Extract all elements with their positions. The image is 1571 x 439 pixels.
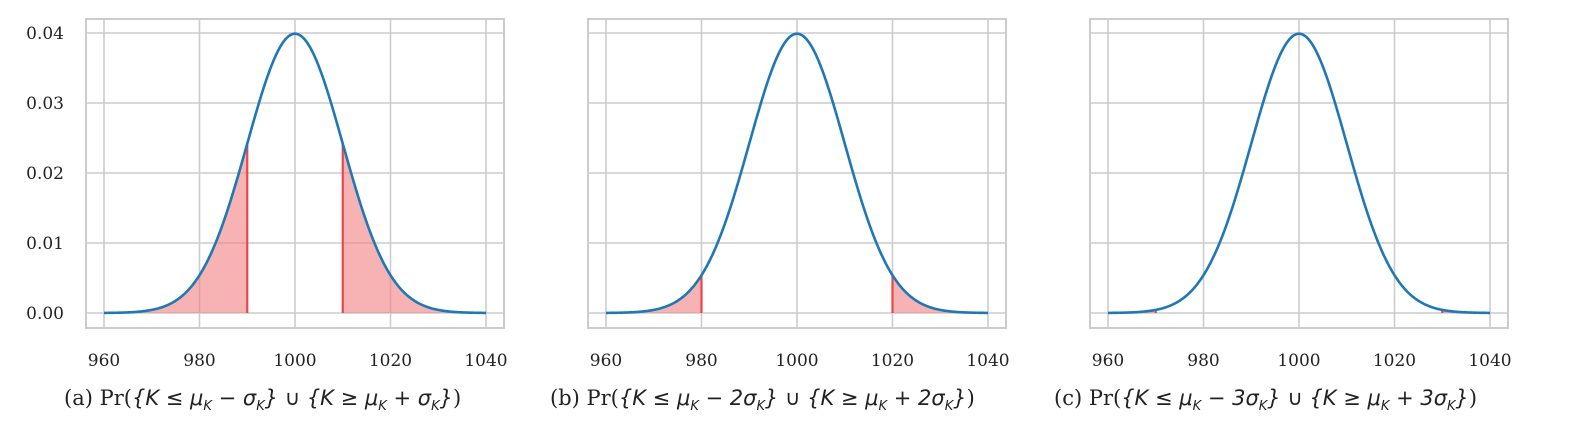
chart-panel-2: 960 980 1000 1020 1040 [587, 18, 1010, 371]
plot-frame [85, 18, 505, 329]
caption-b: (b) Pr({K ≤ μK − 2σK} ∪ {K ≥ μK + 2σK}) [550, 386, 975, 414]
y-tick-label: 0.01 [26, 234, 64, 254]
lower-tail-area [104, 143, 248, 313]
density-curve [1107, 32, 1491, 315]
x-tick-label: 1000 [1277, 351, 1320, 371]
x-tick-label: 1040 [464, 351, 507, 371]
x-tick-label: 960 [590, 351, 622, 371]
x-tick-label: 1000 [273, 351, 316, 371]
caption-suffix: ) [1468, 386, 1478, 410]
x-tick-label: 980 [183, 351, 215, 371]
caption-prefix: (c) Pr( [1054, 386, 1122, 410]
chart-panel-3: 960 980 1000 1020 1040 [1089, 18, 1512, 371]
x-tick-label: 980 [1187, 351, 1219, 371]
y-tick-label: 0.02 [26, 164, 64, 184]
density-curve [605, 32, 989, 315]
caption-math: {K ≤ μK − 3σK} ∪ {K ≥ μK + 3σK} [1121, 386, 1469, 415]
plot-frame [1089, 18, 1509, 329]
chart-panel-1: 960 980 1000 1020 1040 0.00 0.01 0.02 0.03 0.04 [26, 18, 508, 371]
caption-math: {K ≤ μK − 2σK} ∪ {K ≥ μK + 2σK} [618, 386, 967, 415]
x-tick-label: 1040 [1468, 351, 1511, 371]
caption-a: (a) Pr({K ≤ μK − σK} ∪ {K ≥ μK + σK}) [64, 386, 461, 414]
y-tick-label: 0.00 [26, 304, 64, 324]
lower-tail-area [606, 275, 702, 313]
x-tick-label: 1020 [871, 351, 914, 371]
density-curve [103, 32, 487, 315]
x-tick-label: 980 [685, 351, 717, 371]
upper-tail-area [342, 143, 486, 313]
x-tick-label: 1040 [966, 351, 1009, 371]
caption-suffix: ) [452, 386, 462, 410]
caption-prefix: (a) Pr( [64, 386, 132, 410]
x-tick-label: 960 [1092, 351, 1124, 371]
y-tick-label: 0.04 [26, 24, 64, 44]
caption-suffix: ) [966, 386, 975, 410]
x-tick-label: 1000 [775, 351, 818, 371]
plot-frame [587, 18, 1007, 329]
caption-math: {K ≤ μK − σK} ∪ {K ≥ μK + σK} [131, 386, 453, 415]
x-tick-label: 1020 [1373, 351, 1416, 371]
upper-tail-area [892, 275, 988, 313]
x-tick-label: 1020 [369, 351, 412, 371]
caption-prefix: (b) Pr( [550, 386, 619, 410]
caption-c: (c) Pr({K ≤ μK − 3σK} ∪ {K ≥ μK + 3σK}) [1054, 386, 1477, 414]
x-tick-label: 960 [88, 351, 120, 371]
y-tick-label: 0.03 [26, 94, 64, 114]
